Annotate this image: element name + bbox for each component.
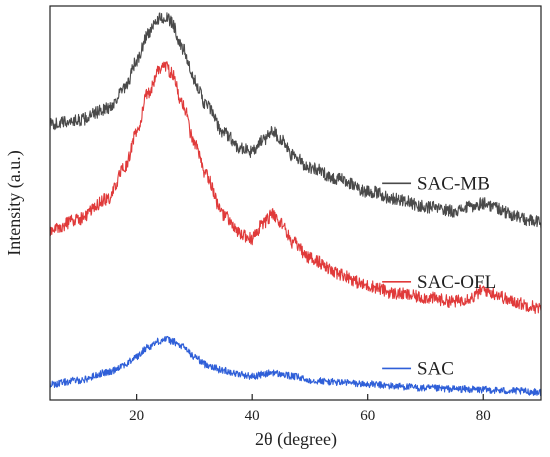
x-axis-label: 2θ (degree) xyxy=(255,429,337,450)
series-line-sac-mb xyxy=(49,12,542,229)
x-tick-label: 20 xyxy=(129,408,144,424)
legend-label-sac-mb: SAC-MB xyxy=(417,173,490,194)
legend-label-sac: SAC xyxy=(417,358,454,379)
plot-series-group xyxy=(49,12,542,397)
x-tick-label: 40 xyxy=(245,408,260,424)
x-ticks: 20 40 60 80 xyxy=(129,394,491,424)
x-tick-label: 60 xyxy=(360,408,375,424)
series-line-sac xyxy=(49,335,542,397)
plot-frame xyxy=(49,5,542,401)
legend-label-sac-ofl: SAC-OFL xyxy=(417,272,496,293)
series-line-sac-ofl xyxy=(49,61,542,314)
y-axis-label: Intensity (a.u.) xyxy=(4,150,25,255)
x-tick-label: 80 xyxy=(476,408,491,424)
legend-labels: SAC-MB SAC-OFL SAC xyxy=(382,173,496,379)
